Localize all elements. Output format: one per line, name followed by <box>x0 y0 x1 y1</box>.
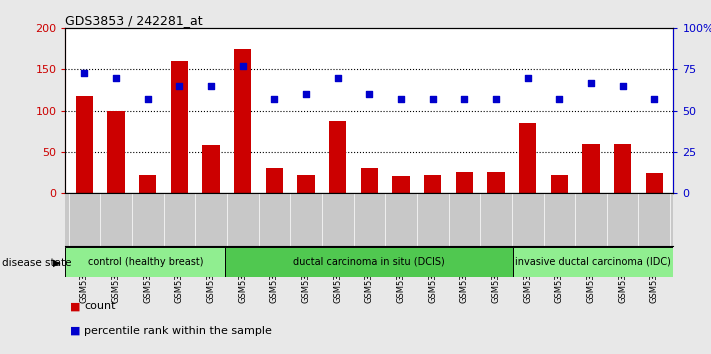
Point <box>110 75 122 81</box>
Text: count: count <box>84 301 115 311</box>
Bar <box>582 144 599 193</box>
Point <box>205 83 217 89</box>
Point <box>648 96 660 102</box>
Point <box>554 96 565 102</box>
Bar <box>392 176 410 193</box>
Bar <box>519 123 536 193</box>
Bar <box>75 96 93 193</box>
Text: disease state: disease state <box>2 258 72 268</box>
Bar <box>171 61 188 193</box>
Point <box>617 83 629 89</box>
Text: control (healthy breast): control (healthy breast) <box>87 257 203 267</box>
Bar <box>329 120 346 193</box>
Point <box>395 96 407 102</box>
Bar <box>646 173 663 193</box>
Point <box>237 63 248 69</box>
Point <box>79 70 90 76</box>
Text: ■: ■ <box>70 301 80 311</box>
Text: percentile rank within the sample: percentile rank within the sample <box>84 326 272 336</box>
Bar <box>550 175 568 193</box>
Bar <box>234 49 252 193</box>
Text: GDS3853 / 242281_at: GDS3853 / 242281_at <box>65 14 203 27</box>
Point <box>142 96 154 102</box>
Point <box>427 96 439 102</box>
Bar <box>297 175 315 193</box>
Text: ▶: ▶ <box>53 258 61 268</box>
Bar <box>424 175 442 193</box>
Point <box>269 96 280 102</box>
Bar <box>614 144 631 193</box>
Text: ductal carcinoma in situ (DCIS): ductal carcinoma in situ (DCIS) <box>294 257 445 267</box>
Point <box>522 75 533 81</box>
Bar <box>107 111 124 193</box>
Bar <box>513 247 673 277</box>
Text: invasive ductal carcinoma (IDC): invasive ductal carcinoma (IDC) <box>515 257 671 267</box>
Text: ■: ■ <box>70 326 80 336</box>
Point <box>363 91 375 97</box>
Bar <box>65 247 225 277</box>
Bar <box>139 175 156 193</box>
Bar <box>360 168 378 193</box>
Point <box>459 96 470 102</box>
Bar <box>487 172 505 193</box>
Bar <box>203 145 220 193</box>
Point <box>585 80 597 85</box>
Point <box>173 83 185 89</box>
Point <box>491 96 502 102</box>
Point <box>300 91 311 97</box>
Bar <box>456 172 473 193</box>
Bar <box>225 247 513 277</box>
Bar <box>266 168 283 193</box>
Point <box>332 75 343 81</box>
